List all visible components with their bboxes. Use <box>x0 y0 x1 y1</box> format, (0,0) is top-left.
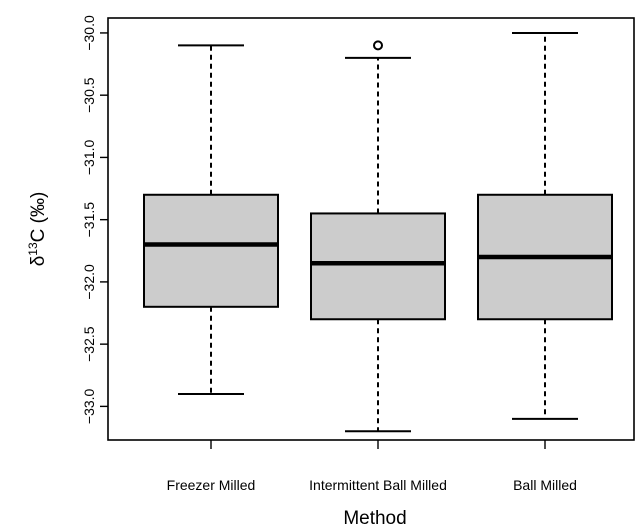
plot-frame <box>107 17 635 441</box>
y-tick-label: −30.5 <box>81 77 97 113</box>
y-tick-label: −33.0 <box>81 388 97 424</box>
boxplot <box>310 40 446 433</box>
boxplots <box>143 31 613 433</box>
y-tick-label: −31.0 <box>81 140 97 176</box>
y-tick-label: −32.5 <box>81 326 97 362</box>
box <box>143 193 279 308</box>
box <box>310 212 446 321</box>
x-axis-title: Method <box>343 508 406 529</box>
y-axis-title: δ13C (‰) <box>26 192 49 267</box>
y-axis-title-symbol: δ <box>28 256 49 267</box>
y-tick-label: −32.0 <box>81 264 97 300</box>
boxplot <box>477 31 613 420</box>
y-axis: −33.0 −32.5 −32.0 −31.5 −31.0 −30.5 −30.0 <box>81 15 108 424</box>
x-tick-label: Ball Milled <box>513 477 577 493</box>
y-axis-title-unit: C (‰) <box>28 192 49 243</box>
x-tick-label: Intermittent Ball Milled <box>309 477 447 493</box>
outlier-point <box>373 40 383 51</box>
y-tick-label: −30.0 <box>81 15 97 51</box>
y-axis-title-superscript: 13 <box>26 242 40 256</box>
x-tick-label: Freezer Milled <box>167 477 256 493</box>
x-axis: Freezer Milled Intermittent Ball Milled Ba… <box>167 440 577 493</box>
boxplot <box>143 44 279 395</box>
y-tick-label: −31.5 <box>81 202 97 238</box>
